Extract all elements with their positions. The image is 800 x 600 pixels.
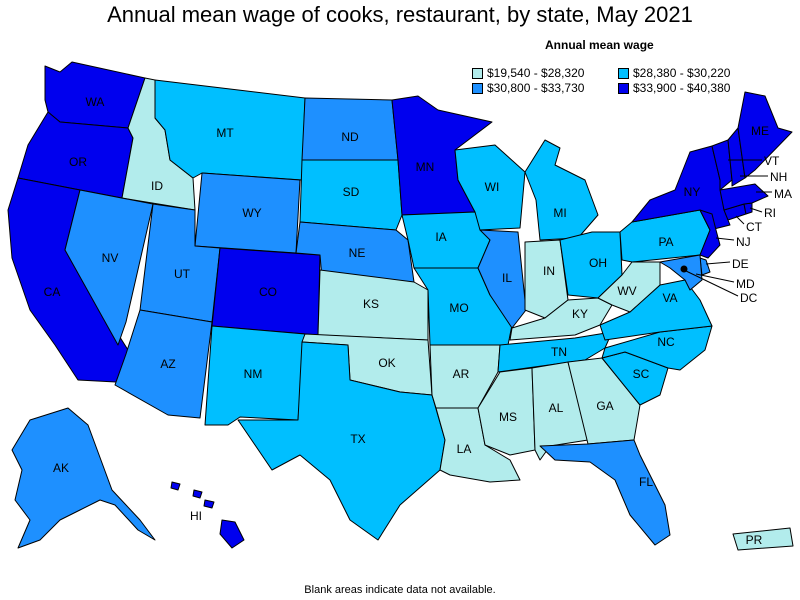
state-label-ut: UT <box>174 267 191 281</box>
state-label-co: CO <box>259 285 277 299</box>
legend-range: $28,380 - $30,220 <box>633 66 731 80</box>
state-label-mo: MO <box>449 301 468 315</box>
state-hi[interactable] <box>219 519 245 549</box>
state-label-hi: HI <box>190 509 202 523</box>
state-label-id: ID <box>151 179 163 193</box>
state-nj[interactable] <box>699 209 721 259</box>
state-label-tx: TX <box>350 432 365 446</box>
state-label-mn: MN <box>416 160 435 174</box>
state-hi-island[interactable] <box>170 481 181 491</box>
state-label-wi: WI <box>485 180 500 194</box>
state-label-nc: NC <box>657 335 675 349</box>
state-label-sc: SC <box>633 367 650 381</box>
state-hi-island[interactable] <box>192 489 203 499</box>
state-ak[interactable] <box>11 407 156 549</box>
state-ma[interactable] <box>719 183 769 211</box>
callout-line-md <box>695 273 735 283</box>
state-label-il: IL <box>502 271 512 285</box>
state-label-nh: NH <box>770 170 787 184</box>
state-vt[interactable] <box>711 139 733 191</box>
map-title: Annual mean wage of cooks, restaurant, b… <box>107 2 693 27</box>
state-nv[interactable] <box>64 189 154 346</box>
state-mi[interactable] <box>524 139 599 241</box>
state-label-de: DE <box>732 257 749 271</box>
legend-swatch <box>618 82 629 94</box>
state-label-pr: PR <box>746 533 763 547</box>
state-label-sd: SD <box>343 185 360 199</box>
state-label-ri: RI <box>764 206 776 220</box>
legend-title: Annual mean wage <box>545 38 654 52</box>
state-wv[interactable] <box>597 261 661 313</box>
state-label-wv: WV <box>617 284 636 298</box>
legend-item-tier-4: $33,900 - $40,380 <box>618 81 730 95</box>
state-pr[interactable] <box>732 527 794 551</box>
legend-swatch <box>472 82 483 94</box>
callout-line-dc <box>683 269 739 297</box>
state-me[interactable] <box>737 91 793 179</box>
state-label-mt: MT <box>216 126 234 140</box>
state-label-mi: MI <box>553 206 566 220</box>
state-md[interactable] <box>659 254 703 291</box>
state-label-or: OR <box>69 155 87 169</box>
state-sd[interactable] <box>299 159 403 231</box>
state-wi[interactable] <box>454 144 526 231</box>
state-label-ms: MS <box>499 410 517 424</box>
state-label-ne: NE <box>349 246 366 260</box>
state-fl[interactable] <box>539 439 671 546</box>
legend-item-tier-2: $28,380 - $30,220 <box>618 66 730 80</box>
legend-item-tier-1: $19,540 - $28,320 <box>472 66 584 80</box>
state-hi-island[interactable] <box>203 499 215 509</box>
state-label-fl: FL <box>639 475 653 489</box>
state-label-ga: GA <box>596 399 613 413</box>
state-label-vt: VT <box>764 154 780 168</box>
state-label-ny: NY <box>684 185 701 199</box>
state-nh[interactable] <box>727 127 746 187</box>
callout-line-de <box>705 261 731 265</box>
state-label-nd: ND <box>341 130 359 144</box>
state-nd[interactable] <box>301 97 399 161</box>
state-label-ar: AR <box>453 367 470 381</box>
state-label-ct: CT <box>746 220 763 234</box>
legend-swatch <box>472 67 483 79</box>
state-label-ia: IA <box>435 230 446 244</box>
state-label-oh: OH <box>589 256 607 270</box>
state-label-wa: WA <box>86 95 105 109</box>
state-il[interactable] <box>477 229 527 329</box>
state-label-pa: PA <box>658 235 673 249</box>
state-label-az: AZ <box>160 357 175 371</box>
state-tx[interactable] <box>237 341 446 541</box>
state-label-ks: KS <box>363 297 379 311</box>
state-label-la: LA <box>457 442 472 456</box>
legend-range: $33,900 - $40,380 <box>633 81 731 95</box>
state-label-ok: OK <box>378 356 395 370</box>
state-label-in: IN <box>543 264 555 278</box>
state-label-wy: WY <box>242 206 261 220</box>
state-label-ca: CA <box>44 285 61 299</box>
state-label-me: ME <box>751 124 769 138</box>
state-ks[interactable] <box>317 269 429 341</box>
legend-swatch <box>618 67 629 79</box>
state-label-ma: MA <box>774 187 792 201</box>
state-label-nm: NM <box>244 367 263 381</box>
legend-item-tier-3: $30,800 - $33,730 <box>472 81 584 95</box>
legend-range: $30,800 - $33,730 <box>487 81 585 95</box>
state-label-ak: AK <box>53 461 69 475</box>
state-label-ky: KY <box>572 307 588 321</box>
legend-range: $19,540 - $28,320 <box>487 66 585 80</box>
state-label-nj: NJ <box>736 235 751 249</box>
state-ga[interactable] <box>567 357 641 445</box>
state-label-nv: NV <box>102 251 119 265</box>
callout-line-ct <box>735 215 745 225</box>
callout-line-nj <box>715 237 735 241</box>
state-label-va: VA <box>662 291 677 305</box>
state-label-tn: TN <box>551 345 567 359</box>
state-label-al: AL <box>549 401 564 415</box>
state-label-dc: DC <box>740 291 758 305</box>
footnote: Blank areas indicate data not available. <box>304 584 496 596</box>
callout-line-ri <box>749 207 763 213</box>
state-label-md: MD <box>736 277 755 291</box>
